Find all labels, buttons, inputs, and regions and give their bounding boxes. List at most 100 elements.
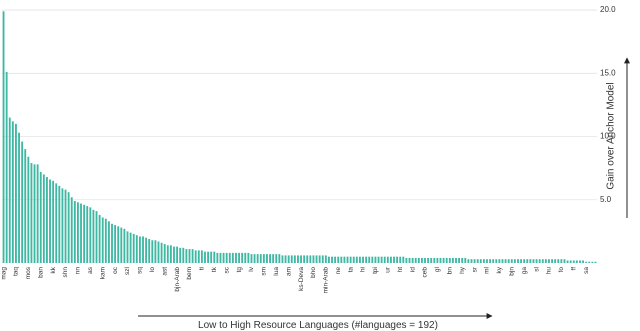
bar	[396, 256, 399, 263]
bar	[98, 214, 101, 263]
bar	[61, 188, 64, 263]
bar	[309, 255, 312, 263]
bar	[541, 259, 544, 263]
bar	[83, 204, 86, 263]
bar	[145, 237, 148, 263]
bar	[520, 259, 523, 263]
bar	[594, 261, 597, 263]
bar	[30, 163, 33, 263]
bar	[210, 251, 213, 263]
bar	[402, 256, 405, 263]
bar	[204, 251, 206, 263]
bar	[318, 255, 321, 263]
bar	[235, 252, 237, 263]
bar	[231, 252, 234, 263]
bar	[15, 123, 17, 263]
bar	[554, 259, 557, 263]
bar	[529, 259, 532, 263]
bar	[173, 246, 175, 263]
bar	[476, 259, 479, 263]
bar	[427, 257, 430, 263]
bar	[64, 189, 67, 263]
bar	[142, 236, 144, 263]
bar	[250, 254, 253, 263]
x-tick-label: sc	[223, 266, 230, 273]
bar	[39, 171, 42, 263]
bar	[238, 252, 240, 263]
x-tick-label: kam	[99, 267, 106, 279]
bar	[275, 254, 278, 263]
bar	[355, 256, 358, 263]
bar	[451, 257, 454, 263]
bar	[256, 254, 259, 263]
bar	[281, 255, 284, 263]
bar	[104, 218, 107, 263]
y-tick-label: 5.0	[600, 195, 612, 204]
bar	[70, 197, 73, 263]
bars	[2, 11, 597, 264]
x-tick-label: gl	[434, 266, 441, 272]
bar	[107, 221, 110, 263]
x-tick-label: bjn-Arab	[174, 267, 181, 292]
bar	[89, 207, 92, 263]
bar	[439, 257, 442, 263]
bar	[259, 254, 262, 263]
bar	[486, 259, 488, 263]
bar	[436, 257, 439, 263]
bar	[92, 209, 95, 263]
x-tick-label: sl	[533, 266, 540, 271]
bar	[95, 211, 98, 263]
bar	[489, 259, 492, 263]
x-tick-label: hy	[459, 266, 466, 274]
x-tick-label: id	[409, 267, 416, 272]
x-tick-label: mag	[0, 267, 7, 280]
x-axis-label: Low to High Resource Languages (#languag…	[198, 320, 438, 331]
bar	[548, 259, 550, 263]
bar	[501, 259, 504, 263]
x-tick-label: szl	[124, 266, 131, 275]
bar	[194, 250, 197, 263]
bar	[362, 256, 364, 263]
bar	[386, 256, 389, 263]
bar	[262, 254, 265, 263]
bar	[470, 259, 473, 263]
bar	[383, 256, 386, 263]
bar	[247, 252, 250, 263]
bar	[73, 201, 76, 263]
bar	[346, 256, 349, 263]
bar	[42, 174, 45, 263]
bar	[176, 246, 179, 263]
bar	[46, 177, 48, 263]
bar	[2, 11, 5, 263]
bar	[253, 254, 256, 263]
bar	[36, 164, 39, 263]
y-tick-label: 20.0	[600, 5, 616, 14]
x-tick-label: nn	[75, 267, 82, 275]
bar	[411, 257, 414, 263]
bar	[21, 141, 24, 263]
bar	[377, 256, 380, 263]
x-tick-label: bho	[310, 267, 317, 278]
x-tick-label: ne	[335, 267, 342, 275]
bar	[148, 238, 151, 263]
bar	[399, 256, 402, 263]
bar	[76, 202, 79, 263]
bar	[138, 236, 141, 263]
y-tick-label: 10.0	[600, 132, 616, 141]
bar	[417, 257, 420, 263]
x-tick-label: shn	[62, 267, 69, 278]
bar	[365, 256, 368, 263]
x-tick-label: kk	[50, 266, 57, 273]
bar	[179, 247, 182, 263]
bar	[588, 261, 591, 263]
x-tick-label: lv	[248, 266, 255, 271]
bar	[135, 235, 138, 263]
x-tick-label: tk	[211, 266, 218, 272]
x-tick-label: tpi	[372, 267, 379, 274]
bar	[393, 256, 395, 263]
bar	[513, 259, 516, 263]
bar	[544, 259, 547, 263]
bar	[535, 259, 538, 263]
bar	[334, 256, 337, 263]
